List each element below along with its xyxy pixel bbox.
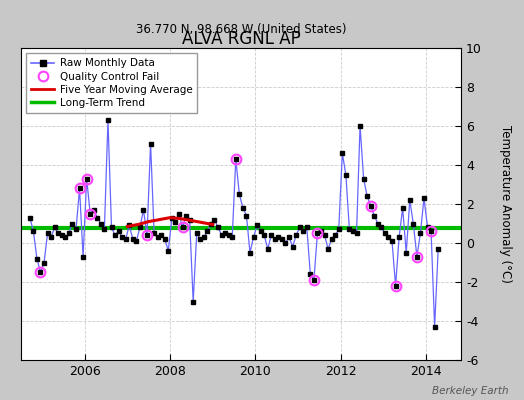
Legend: Raw Monthly Data, Quality Control Fail, Five Year Moving Average, Long-Term Tren: Raw Monthly Data, Quality Control Fail, … bbox=[26, 53, 198, 113]
Text: 36.770 N, 98.668 W (United States): 36.770 N, 98.668 W (United States) bbox=[136, 22, 346, 36]
Text: Berkeley Earth: Berkeley Earth bbox=[432, 386, 508, 396]
Title: ALVA RGNL AP: ALVA RGNL AP bbox=[182, 30, 300, 48]
Y-axis label: Temperature Anomaly (°C): Temperature Anomaly (°C) bbox=[498, 125, 511, 283]
